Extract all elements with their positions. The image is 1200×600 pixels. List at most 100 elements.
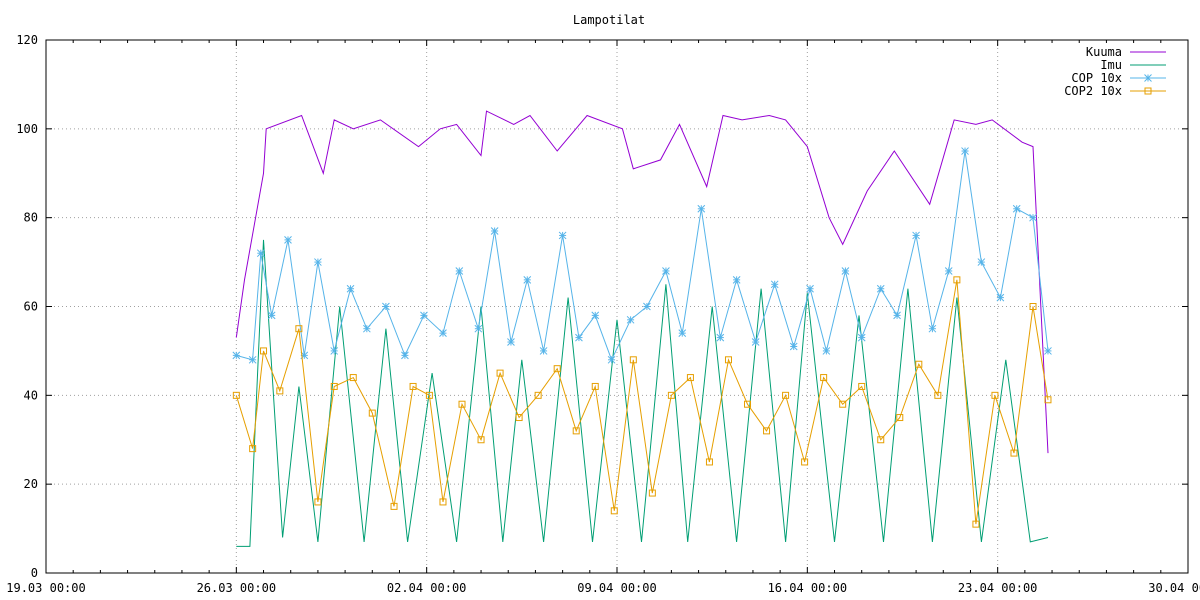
asterisk-marker — [490, 227, 499, 235]
asterisk-stroke — [857, 333, 866, 342]
asterisk-stroke — [977, 258, 986, 266]
asterisk-marker — [523, 275, 532, 284]
square-marker — [425, 391, 433, 399]
asterisk-stroke — [662, 267, 670, 275]
asterisk-marker — [770, 280, 779, 289]
asterisk-stroke — [330, 347, 339, 355]
asterisk-stroke — [893, 311, 901, 320]
asterisk-stroke — [420, 311, 428, 320]
square-marker — [1010, 449, 1018, 457]
asterisk-marker — [912, 231, 920, 240]
asterisk-stroke — [314, 258, 322, 266]
square-marker — [232, 391, 240, 399]
square-marker — [763, 427, 771, 435]
asterisk-marker — [346, 284, 355, 293]
asterisk-stroke — [382, 302, 390, 311]
legend-label: Kuuma — [1086, 45, 1122, 59]
asterisk-marker — [382, 302, 390, 311]
asterisk-marker — [314, 258, 322, 266]
asterisk-marker — [1044, 347, 1052, 355]
y-tick-label: 0 — [31, 566, 38, 580]
asterisk-marker — [996, 293, 1005, 302]
square-marker — [409, 382, 417, 390]
asterisk-stroke — [401, 351, 409, 360]
asterisk-marker — [575, 333, 583, 342]
asterisk-stroke — [490, 227, 499, 235]
x-tick-label: 02.04 00:00 — [387, 581, 466, 595]
asterisk-stroke — [267, 311, 276, 320]
asterisk-stroke — [439, 329, 447, 338]
series-line — [235, 279, 1049, 525]
asterisk-stroke — [232, 351, 241, 360]
asterisk-stroke — [507, 338, 515, 346]
square-marker — [458, 400, 466, 408]
square-marker — [934, 391, 942, 399]
asterisk-marker — [439, 329, 447, 338]
square-marker — [591, 382, 599, 390]
asterisk-marker — [284, 236, 292, 244]
legend-label: Imu — [1100, 58, 1122, 72]
asterisk-stroke — [789, 342, 798, 351]
square-marker — [915, 360, 923, 368]
square-marker — [629, 356, 637, 364]
asterisk-marker — [643, 302, 651, 311]
series-line — [235, 110, 1049, 454]
asterisk-stroke — [678, 329, 687, 338]
square-marker — [858, 382, 866, 390]
asterisk-marker — [558, 231, 567, 240]
asterisk-stroke — [928, 324, 937, 333]
asterisk-marker — [732, 275, 741, 284]
asterisk-stroke — [1044, 347, 1052, 355]
square-marker — [953, 276, 961, 284]
asterisk-stroke — [539, 347, 548, 355]
y-tick-label: 80 — [24, 211, 38, 225]
square-marker — [1044, 396, 1052, 404]
y-tick-label: 120 — [16, 33, 38, 47]
asterisk-stroke — [248, 355, 257, 364]
legend-entry: COP2 10x — [1064, 84, 1166, 98]
asterisk-marker — [928, 324, 937, 333]
square-marker — [439, 498, 447, 506]
asterisk-marker — [662, 267, 670, 275]
square-marker — [534, 391, 542, 399]
asterisk-stroke — [841, 267, 850, 275]
asterisk-stroke — [523, 275, 532, 284]
square-marker — [1144, 87, 1152, 95]
asterisk-stroke — [284, 236, 292, 244]
legend-label: COP2 10x — [1064, 84, 1122, 98]
asterisk-marker — [822, 347, 831, 355]
asterisk-stroke — [822, 347, 831, 355]
grid-layer — [46, 40, 1188, 573]
x-tick-label: 09.04 00:00 — [577, 581, 656, 595]
square-marker — [877, 436, 885, 444]
asterisk-stroke — [643, 302, 651, 311]
asterisk-marker — [1144, 74, 1152, 82]
asterisk-marker — [751, 338, 760, 346]
asterisk-stroke — [607, 355, 616, 364]
asterisk-marker — [961, 147, 969, 155]
legend-entry: Imu — [1100, 58, 1166, 72]
series-layer — [232, 110, 1052, 547]
asterisk-marker — [977, 258, 986, 266]
asterisk-marker — [716, 333, 725, 342]
asterisk-stroke — [996, 293, 1005, 302]
chart-title: Lampotilat — [573, 13, 645, 27]
asterisk-stroke — [961, 147, 969, 155]
y-tick-label: 40 — [24, 388, 38, 402]
square-marker — [686, 374, 694, 382]
series-cop-10x — [232, 147, 1052, 364]
square-marker — [349, 374, 357, 382]
asterisk-stroke — [591, 311, 600, 320]
asterisk-marker — [232, 351, 241, 360]
x-tick-label: 19.03 00:00 — [6, 581, 85, 595]
asterisk-stroke — [716, 333, 725, 342]
asterisk-stroke — [474, 324, 483, 333]
series-kuuma — [235, 110, 1049, 454]
asterisk-marker — [455, 267, 464, 275]
asterisk-stroke — [455, 267, 464, 275]
asterisk-marker — [1029, 213, 1037, 222]
square-marker — [295, 325, 303, 333]
asterisk-marker — [893, 311, 901, 320]
asterisk-stroke — [346, 284, 355, 293]
